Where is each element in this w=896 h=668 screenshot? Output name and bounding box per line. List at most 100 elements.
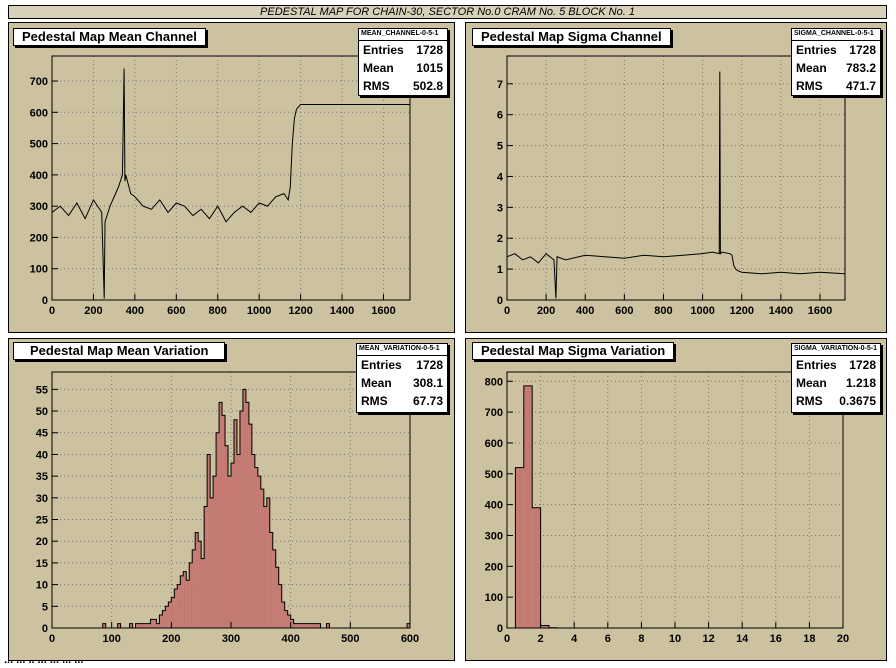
histogram-bin <box>284 610 288 628</box>
x-tick-label: 200 <box>162 633 180 645</box>
chart-sigma-channel: 0 200 400 600 800 1000 1200 1400 1600 0 1 2 3 4 5 6 7 <box>497 55 846 317</box>
x-tick-label: 18 <box>803 633 815 645</box>
stats-value: 1.218 <box>845 376 876 390</box>
stats-label: Entries <box>796 43 837 57</box>
histogram-bin <box>305 623 309 628</box>
histogram-bin <box>159 614 163 628</box>
histogram-bin <box>272 549 276 628</box>
y-tick-label: 6 <box>497 110 503 122</box>
chart-mean-channel: 0 200 400 600 800 1000 1200 1400 1600 0 100 200 300 4… <box>30 55 411 317</box>
histogram-bin <box>532 507 541 628</box>
x-tick-label: 100 <box>102 633 120 645</box>
stats-label: Entries <box>363 43 404 57</box>
x-tick-label: 10 <box>669 633 681 645</box>
histogram-bin <box>189 562 193 628</box>
histogram-bin <box>293 623 297 628</box>
x-tick-label: 0 <box>49 633 55 645</box>
x-tick-label: 600 <box>401 633 419 645</box>
y-tick-label: 5 <box>42 601 48 613</box>
histogram-bin <box>174 588 178 628</box>
stats-value: 1728 <box>849 358 876 372</box>
stats-value: 0.3675 <box>839 394 876 408</box>
x-tick-label: 14 <box>736 633 749 645</box>
histogram-bin <box>515 467 524 628</box>
y-tick-label: 500 <box>30 139 48 151</box>
histogram-bin <box>183 571 187 628</box>
histogram-bin <box>156 623 160 628</box>
histogram-bin <box>239 411 243 628</box>
histogram-bin <box>219 402 223 628</box>
stats-label: RMS <box>361 394 388 408</box>
histogram-bin <box>228 476 231 628</box>
x-tick-label: 1400 <box>769 305 793 317</box>
histogram-bin <box>153 619 157 628</box>
histogram-bin <box>177 584 181 628</box>
y-tick-label: 55 <box>36 384 48 396</box>
x-tick-label: 800 <box>654 305 672 317</box>
histogram-bin <box>254 467 258 628</box>
stats-label: RMS <box>796 79 823 93</box>
y-tick-label: 1 <box>497 264 503 276</box>
stats-value: 1728 <box>416 358 443 372</box>
x-tick-label: 1000 <box>247 305 271 317</box>
pad-mean-channel: 0 200 400 600 800 1000 1200 1400 1600 0 100 200 300 4… <box>8 22 455 333</box>
y-tick-label: 7 <box>497 79 503 91</box>
stats-value: 308.1 <box>412 376 443 390</box>
histogram-bin <box>147 623 151 628</box>
x-tick-label: 600 <box>615 305 633 317</box>
histogram-bin <box>201 558 205 628</box>
y-tick-label: 200 <box>485 561 503 573</box>
stats-row-mean: Mean 783.2 <box>792 59 880 77</box>
histogram-bin <box>216 432 220 628</box>
histogram-bin <box>213 476 217 628</box>
y-tick-label: 45 <box>36 428 48 440</box>
histogram-bin <box>198 541 202 628</box>
histogram-bin <box>302 623 306 628</box>
y-tick-label: 2 <box>497 233 503 245</box>
y-tick-label: 100 <box>485 592 503 604</box>
y-tick-label: 25 <box>36 515 48 527</box>
stats-value: 1015 <box>416 61 443 75</box>
y-tick-label: 600 <box>30 107 48 119</box>
stats-row-rms: RMS 502.8 <box>359 77 447 95</box>
histogram-bin <box>236 454 240 628</box>
stats-label: RMS <box>363 79 390 93</box>
histogram-bin <box>260 489 264 628</box>
histogram-bin <box>540 625 549 628</box>
x-tick-label: 400 <box>126 305 144 317</box>
y-tick-label: 3 <box>497 202 503 214</box>
panel-title: Pedestal Map Mean Variation <box>13 342 226 360</box>
y-tick-label: 15 <box>36 558 48 570</box>
histogram-bin <box>290 619 294 628</box>
histogram-bin <box>314 623 318 628</box>
stats-value: 1728 <box>849 43 876 57</box>
stats-row-entries: Entries 1728 <box>357 356 447 374</box>
histogram-bin <box>257 476 261 628</box>
panel-title: Pedestal Map Mean Channel <box>13 28 206 46</box>
pad-sigma-variation: 0 2 4 6 8 10 12 14 16 18 20 0 100 200 300 400 500 600 700 8… <box>465 338 887 661</box>
stats-row-mean: Mean 1015 <box>359 59 447 77</box>
chart-sigma-variation: 0 2 4 6 8 10 12 14 16 18 2001002003004005006007008… <box>485 371 849 645</box>
page-title: PEDESTAL MAP FOR CHAIN-30, SECTOR No.0 C… <box>8 5 887 19</box>
histogram-bin <box>225 445 229 628</box>
stats-label: Mean <box>796 376 827 390</box>
stats-row-rms: RMS 471.7 <box>792 77 880 95</box>
x-tick-label: 200 <box>537 305 555 317</box>
x-tick-label: 1600 <box>808 305 832 317</box>
x-tick-label: 1200 <box>729 305 753 317</box>
histogram-bin <box>269 532 273 628</box>
stats-name: SIGMA_CHANNEL-0-5-1 <box>792 29 880 41</box>
stats-value: 471.7 <box>845 79 876 93</box>
histogram-bin <box>204 506 208 628</box>
y-tick-label: 0 <box>42 295 48 307</box>
stats-row-rms: RMS 0.3675 <box>792 392 880 410</box>
histogram-bin <box>296 623 300 628</box>
y-tick-label: 700 <box>30 76 48 88</box>
histogram-bin <box>195 532 199 628</box>
stats-row-entries: Entries 1728 <box>792 356 880 374</box>
y-tick-label: 30 <box>36 493 48 505</box>
histogram-bin <box>186 580 190 628</box>
x-tick-label: 1200 <box>288 305 312 317</box>
stats-label: Mean <box>361 376 392 390</box>
stats-row-rms: RMS 67.73 <box>357 392 447 410</box>
